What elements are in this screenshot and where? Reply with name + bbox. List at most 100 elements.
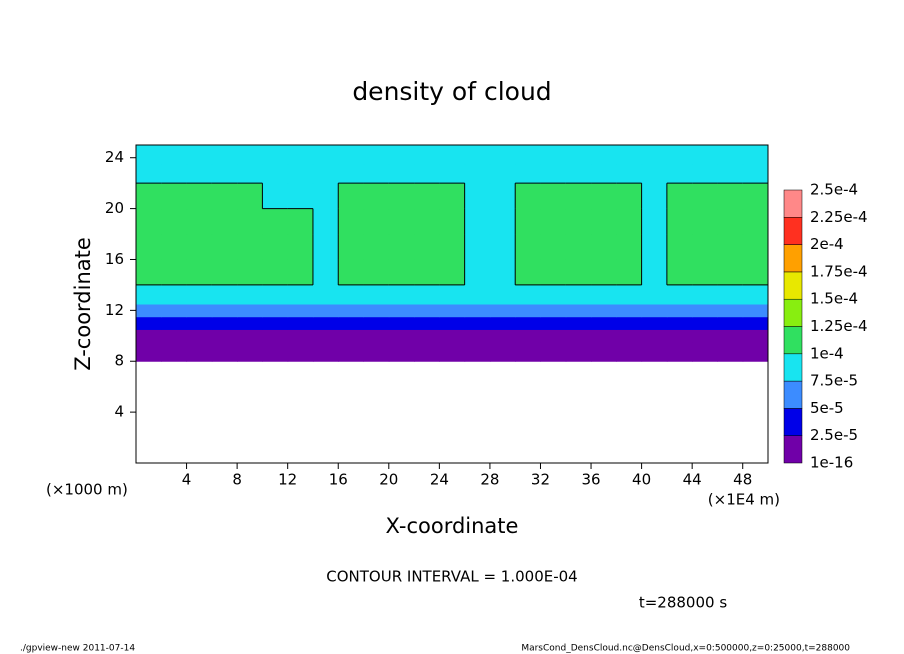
cell bbox=[287, 304, 314, 318]
cell bbox=[666, 145, 693, 165]
cell bbox=[363, 342, 390, 362]
cell bbox=[742, 342, 769, 362]
x-tick-label: 48 bbox=[733, 471, 752, 489]
cell bbox=[287, 164, 314, 184]
cell bbox=[717, 304, 744, 318]
cell bbox=[312, 234, 339, 260]
cell bbox=[136, 284, 162, 305]
cell bbox=[136, 259, 162, 286]
cell bbox=[161, 329, 188, 343]
cell bbox=[388, 259, 415, 286]
cell bbox=[692, 329, 718, 343]
cell bbox=[136, 145, 162, 165]
cell bbox=[591, 208, 617, 235]
cell bbox=[591, 284, 617, 305]
cell bbox=[692, 164, 718, 184]
cell bbox=[742, 183, 769, 210]
colorbar-box bbox=[783, 271, 803, 300]
cell bbox=[692, 259, 718, 286]
cell bbox=[287, 183, 314, 210]
cell bbox=[262, 164, 289, 184]
cell bbox=[489, 259, 516, 286]
cell bbox=[464, 183, 491, 210]
cell bbox=[515, 234, 541, 260]
cell bbox=[439, 234, 466, 260]
cell bbox=[338, 342, 365, 362]
cell bbox=[186, 145, 213, 165]
cell bbox=[388, 304, 415, 318]
cell bbox=[136, 329, 162, 343]
time-label: t=288000 s bbox=[639, 594, 727, 612]
cell bbox=[414, 304, 440, 318]
cell bbox=[262, 329, 289, 343]
cell bbox=[540, 164, 567, 184]
cell bbox=[414, 259, 440, 286]
cell bbox=[136, 208, 162, 235]
cell bbox=[312, 259, 339, 286]
cell bbox=[338, 145, 365, 165]
colorbar-label: 5e-5 bbox=[810, 399, 844, 417]
cell bbox=[540, 342, 567, 362]
cell bbox=[186, 259, 213, 286]
cell bbox=[489, 183, 516, 210]
cell bbox=[666, 183, 693, 210]
cell bbox=[641, 208, 668, 235]
x-tick-label: 4 bbox=[182, 471, 192, 489]
cell bbox=[312, 183, 339, 210]
cell bbox=[489, 342, 516, 362]
cell bbox=[211, 164, 238, 184]
cell bbox=[186, 164, 213, 184]
cell bbox=[464, 304, 491, 318]
cell bbox=[540, 284, 567, 305]
cell bbox=[540, 316, 567, 330]
cell bbox=[161, 183, 188, 210]
cell bbox=[540, 208, 567, 235]
cell bbox=[414, 208, 440, 235]
cell bbox=[262, 316, 289, 330]
colorbar-box bbox=[783, 353, 803, 382]
cell bbox=[312, 164, 339, 184]
cell bbox=[464, 259, 491, 286]
cell bbox=[515, 164, 541, 184]
cell bbox=[287, 259, 314, 286]
cell bbox=[616, 342, 643, 362]
cell bbox=[616, 284, 643, 305]
cell bbox=[515, 284, 541, 305]
cell bbox=[363, 329, 390, 343]
cell bbox=[717, 329, 744, 343]
cell bbox=[414, 342, 440, 362]
cell bbox=[161, 316, 188, 330]
cell bbox=[262, 208, 289, 235]
cell bbox=[717, 145, 744, 165]
cell bbox=[692, 284, 718, 305]
cell bbox=[515, 304, 541, 318]
cell bbox=[414, 284, 440, 305]
cell bbox=[211, 234, 238, 260]
cell bbox=[363, 284, 390, 305]
cell bbox=[211, 145, 238, 165]
cell bbox=[186, 208, 213, 235]
y-tick-label: 8 bbox=[114, 352, 124, 370]
cell bbox=[464, 329, 491, 343]
cell bbox=[439, 259, 466, 286]
colorbar-box bbox=[783, 408, 803, 436]
chart-title: density of cloud bbox=[352, 77, 551, 106]
cell bbox=[363, 304, 390, 318]
cell bbox=[388, 284, 415, 305]
cell bbox=[489, 164, 516, 184]
cell bbox=[616, 183, 643, 210]
cell bbox=[464, 342, 491, 362]
cell bbox=[262, 284, 289, 305]
colorbar-box bbox=[783, 217, 803, 245]
cell bbox=[489, 208, 516, 235]
cell bbox=[312, 208, 339, 235]
cell bbox=[489, 284, 516, 305]
cell bbox=[262, 145, 289, 165]
cell bbox=[338, 304, 365, 318]
cell bbox=[211, 342, 238, 362]
cell bbox=[591, 259, 617, 286]
cell bbox=[287, 208, 314, 235]
cell bbox=[237, 208, 263, 235]
cell bbox=[388, 164, 415, 184]
x-tick-label: 36 bbox=[581, 471, 600, 489]
